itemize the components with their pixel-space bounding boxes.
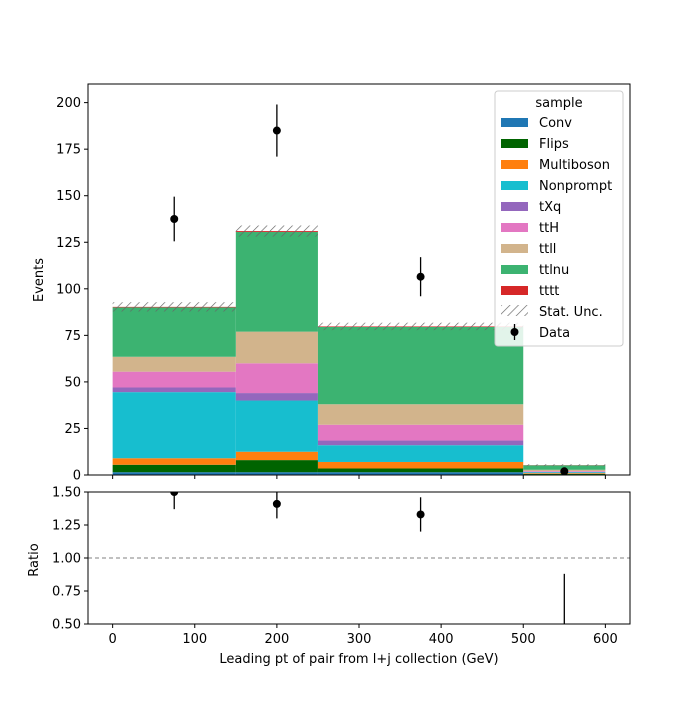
legend-label-multiboson: Multiboson	[539, 158, 610, 173]
legend-swatch-tth	[501, 223, 528, 232]
bar-flips-bin-0	[113, 465, 236, 472]
bar-txq-bin-0	[113, 387, 236, 392]
bar-nonprompt-bin-2	[318, 445, 523, 462]
y-tick-label-50: 50	[64, 375, 81, 390]
main-x-ticks	[113, 475, 606, 479]
stat-unc-band-bin-2	[318, 323, 523, 330]
legend-swatch-tttt	[501, 286, 528, 295]
legend-swatch-conv	[501, 118, 528, 127]
legend-label-tttt: tttt	[539, 284, 559, 299]
legend-label-conv: Conv	[539, 116, 572, 131]
data-point-3	[560, 467, 568, 475]
legend-label-flips: Flips	[539, 137, 569, 152]
legend: sample Conv Flips Multiboson Nonprompt tXq ttH…	[495, 91, 623, 346]
x-tick-label-400: 400	[429, 632, 454, 647]
data-point-0	[170, 215, 178, 223]
bar-tth-bin-1	[236, 363, 318, 393]
y-tick-label-200: 200	[56, 96, 81, 111]
bar-nonprompt-bin-1	[236, 401, 318, 452]
bar-tth-bin-0	[113, 372, 236, 388]
bar-ttll-bin-1	[236, 332, 318, 364]
legend-swatch-txq	[501, 202, 528, 211]
y-tick-label-75: 75	[64, 329, 81, 344]
ratio-y-tick-label-1: 0.75	[52, 585, 81, 600]
stat-unc-band-bin-0	[113, 302, 236, 311]
bar-ttlnu-bin-1	[236, 232, 318, 332]
y-tick-label-0: 0	[73, 469, 81, 484]
bar-txq-bin-1	[236, 393, 318, 400]
bar-txq-bin-2	[318, 441, 523, 446]
legend-swatch-multiboson	[501, 160, 528, 169]
ratio-y-tick-label-0: 0.50	[52, 618, 81, 633]
y-tick-label-25: 25	[64, 422, 81, 437]
main-y-axis-label: Events	[32, 258, 47, 302]
x-tick-label-600: 600	[593, 632, 618, 647]
bar-tth-bin-2	[318, 425, 523, 441]
bar-multiboson-bin-2	[318, 462, 523, 469]
x-tick-label-200: 200	[264, 632, 289, 647]
ratio-point-2	[417, 510, 425, 518]
legend-title: sample	[535, 96, 582, 111]
legend-swatch-flips	[501, 139, 528, 148]
ratio-plot-frame	[88, 492, 630, 624]
x-tick-label-500: 500	[511, 632, 536, 647]
legend-label-data: Data	[539, 326, 570, 341]
x-tick-label-0: 0	[108, 632, 116, 647]
legend-swatch-ttll	[501, 244, 528, 253]
bar-flips-bin-2	[318, 468, 523, 472]
bar-multiboson-bin-0	[113, 458, 236, 465]
legend-label-stat-unc-: Stat. Unc.	[539, 305, 603, 320]
ratio-y-tick-label-3: 1.25	[52, 519, 81, 534]
bar-nonprompt-bin-0	[113, 392, 236, 458]
bar-ttll-bin-0	[113, 357, 236, 372]
legend-swatch-nonprompt	[501, 181, 528, 190]
ratio-y-tick-label-2: 1.00	[52, 552, 81, 567]
bar-multiboson-bin-1	[236, 452, 318, 460]
ratio-x-ticks: 0 100 200 300 400 500 600	[108, 624, 617, 647]
y-tick-label-175: 175	[56, 143, 81, 158]
ratio-point-3	[560, 629, 568, 637]
x-tick-label-100: 100	[182, 632, 207, 647]
ratio-y-axis-label: Ratio	[27, 543, 42, 576]
stat-unc-band-bin-1	[236, 226, 318, 237]
data-point-1	[273, 127, 281, 135]
ratio-y-tick-label-4: 1.50	[52, 486, 81, 501]
bar-flips-bin-1	[236, 460, 318, 472]
bar-ttlnu-bin-2	[318, 327, 523, 404]
stat-unc-band-bin-3	[523, 464, 605, 466]
x-axis-label: Leading pt of pair from l+j collection (…	[219, 652, 498, 667]
main-y-ticks: 0 25 50 75 100 125 150 175 200	[56, 96, 88, 483]
data-point-2	[417, 273, 425, 281]
legend-label-nonprompt: Nonprompt	[539, 179, 612, 194]
bar-ttll-bin-2	[318, 404, 523, 424]
y-tick-label-150: 150	[56, 189, 81, 204]
legend-label-ttll: ttll	[539, 242, 556, 257]
legend-swatch-ttlnu	[501, 265, 528, 274]
ratio-y-ticks: 0.50 0.75 1.00 1.25 1.50	[52, 486, 88, 633]
legend-swatch-stat-unc	[501, 305, 528, 316]
bar-ttlnu-bin-0	[113, 307, 236, 356]
legend-label-tth: ttH	[539, 221, 559, 236]
y-tick-label-100: 100	[56, 282, 81, 297]
legend-label-txq: tXq	[539, 200, 561, 215]
ratio-point-1	[273, 500, 281, 508]
x-tick-label-300: 300	[347, 632, 372, 647]
y-tick-label-125: 125	[56, 236, 81, 251]
legend-label-ttlnu: ttlnu	[539, 263, 569, 278]
